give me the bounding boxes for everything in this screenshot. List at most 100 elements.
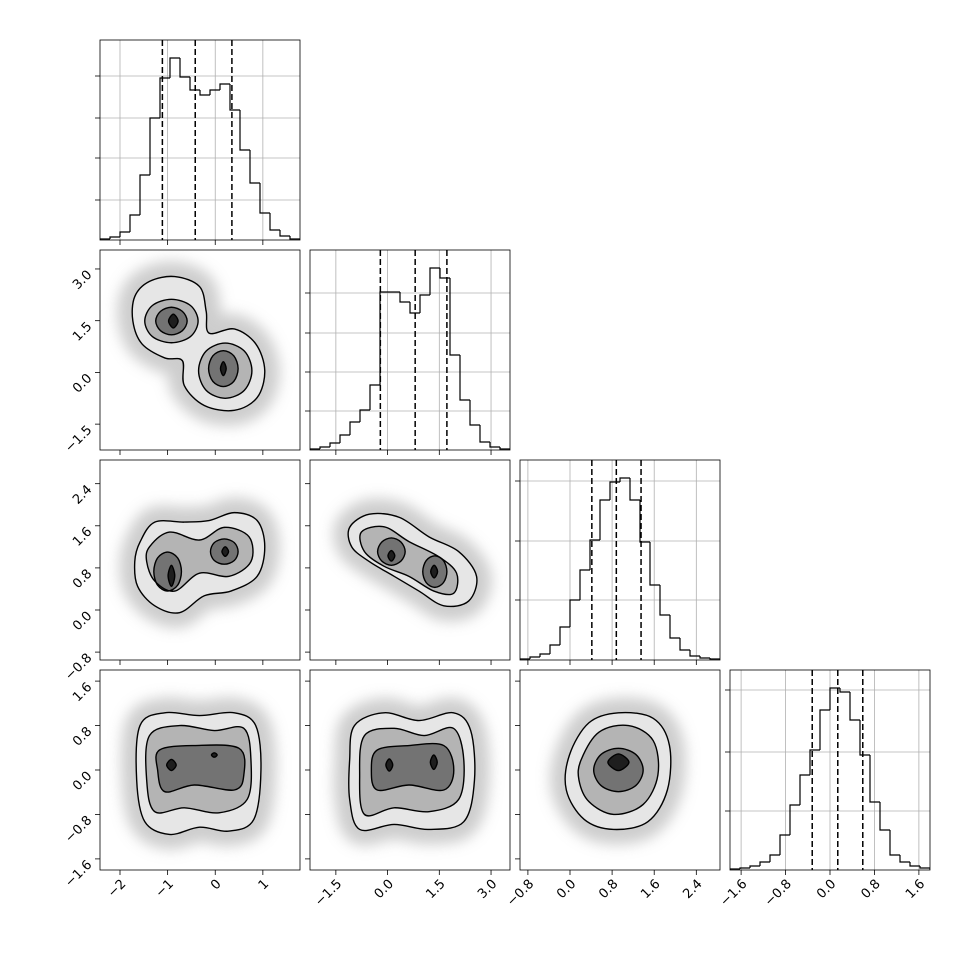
y-tick-label: −0.8 [62,651,95,684]
histogram-step [289,236,300,240]
histogram-step [609,481,620,500]
panel-frame [99,669,301,871]
contour-line [155,744,246,793]
histogram-step [659,585,670,616]
histogram-step [529,656,540,659]
histogram-step [869,755,880,803]
panel [119,497,280,628]
histogram-step [479,425,490,443]
histogram-step [429,267,440,295]
histogram-step [159,77,170,118]
histogram-step [749,865,760,868]
y-tick-label: −1.6 [62,858,95,891]
density-fill [430,565,438,578]
histogram-step [239,110,250,151]
histogram-step [879,802,890,831]
panel [121,697,277,850]
x-tick-label: 0 [208,877,224,893]
y-tick-label: 2.4 [70,482,95,507]
histogram-step [759,861,770,866]
density-fill [385,758,393,772]
y-tick-label: 1.5 [70,319,95,344]
histogram-step [799,774,810,805]
histogram-step [629,478,640,501]
contour-line [347,512,478,608]
histogram-step [259,183,270,214]
panel [333,697,490,846]
x-tick-label: 0.0 [814,877,839,902]
histogram-step [739,867,750,869]
panel-frame [99,249,301,451]
histogram-step [499,447,510,450]
x-tick-label: −0.8 [504,877,537,910]
panel [117,261,280,426]
histogram-step [439,268,450,279]
contour-line [387,549,396,562]
contour-line [592,747,644,793]
density-fill [430,755,438,770]
histogram-step [269,213,280,231]
contour-line [359,525,459,596]
histogram-step [310,448,320,450]
x-tick-label: 1.6 [638,877,663,902]
histogram-step [779,834,790,855]
x-tick-label: −2 [105,877,129,901]
histogram-step [899,855,910,863]
contour-line [422,555,448,589]
contour-line [133,511,266,614]
histogram-step [789,804,800,835]
histogram-step [859,720,870,756]
histogram-step [209,89,220,95]
histogram-step [589,539,600,570]
contour-line [131,275,266,412]
x-tick-label: 0.8 [859,877,884,902]
panel-frame [309,249,511,451]
histogram-step [169,57,180,78]
y-tick-label: 0.0 [70,769,95,794]
x-tick-label: −1 [153,877,177,901]
contour-line [358,726,465,817]
histogram-step [829,687,840,710]
histogram-step [679,638,690,651]
contour-line [197,342,253,399]
x-tick-label: −0.8 [762,877,795,910]
histogram-step [769,854,780,862]
histogram-step [139,174,150,215]
contour-line [219,361,227,377]
x-tick-label: 1.5 [423,877,448,902]
contour-line [209,538,239,565]
histogram-step [399,292,410,303]
histogram-step [249,150,260,184]
contour-line [145,526,254,592]
histogram-step [909,862,920,867]
y-tick-label: 0.0 [70,609,95,634]
contour-line [144,298,199,344]
histogram-step [889,830,900,856]
panel-frame [99,39,301,241]
histogram-step [189,77,200,91]
contour-line [165,758,177,772]
x-tick-label: 1 [256,877,272,893]
histogram-step [369,384,380,410]
y-tick-label: 0.0 [70,371,95,396]
histogram-step [199,90,210,96]
contour-line [370,742,455,792]
histogram-step [699,656,710,659]
histogram-step [619,477,630,482]
panel-frame [309,669,511,871]
y-tick-label: 3.0 [70,268,95,293]
panel [520,460,720,660]
histogram-step [709,658,720,660]
x-tick-label: 0.0 [372,877,397,902]
contour-line [564,711,672,831]
histogram-step [849,692,860,721]
histogram-step [549,644,560,654]
histogram-step [579,569,590,600]
contour-line [221,546,230,558]
histogram-step [100,238,110,240]
histogram-step [730,868,740,870]
histogram-step [649,542,660,586]
density-fill [168,314,179,328]
x-tick-label: 0.8 [596,877,621,902]
